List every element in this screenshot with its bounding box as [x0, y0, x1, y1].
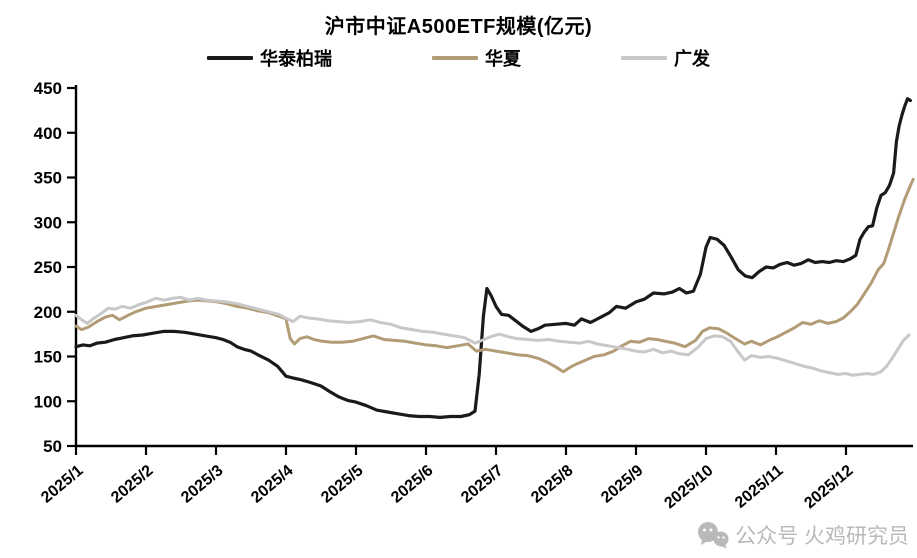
- x-tick-label: 2025/2: [108, 462, 156, 507]
- series-line-2: [74, 295, 911, 377]
- x-tick-label: 2025/10: [661, 462, 716, 512]
- y-tick-label: 400: [34, 124, 62, 143]
- x-tick-label: 2025/9: [598, 462, 646, 507]
- y-tick-label: 200: [34, 303, 62, 322]
- x-tick-label: 2025/6: [388, 462, 436, 507]
- chart-legend: 华泰柏瑞 华夏 广发: [0, 45, 917, 71]
- legend-label: 广发: [674, 49, 710, 69]
- x-tick-label: 2025/4: [248, 462, 296, 507]
- legend-line-swatch-huatai: [207, 56, 253, 60]
- series-line-1: [74, 177, 915, 374]
- series-line-0: [74, 97, 913, 419]
- legend-item-huaxia: 华夏: [432, 45, 521, 71]
- watermark-text: 公众号 火鸡研究员: [735, 525, 909, 548]
- y-tick-label: 250: [34, 258, 62, 277]
- watermark: 公众号 火鸡研究员: [696, 520, 909, 550]
- x-tick-label: 2025/5: [318, 462, 366, 507]
- legend-item-guangfa: 广发: [621, 45, 710, 71]
- x-tick-label: 2025/7: [458, 462, 506, 507]
- legend-line-swatch-guangfa: [621, 56, 667, 60]
- x-tick-label: 2025/1: [38, 462, 86, 507]
- y-tick-label: 150: [34, 348, 62, 367]
- y-tick-label: 100: [34, 392, 62, 411]
- legend-line-swatch-huaxia: [432, 56, 478, 60]
- x-tick-label: 2025/3: [178, 462, 226, 507]
- y-tick-label: 450: [34, 79, 62, 98]
- y-tick-label: 300: [34, 213, 62, 232]
- legend-label: 华夏: [485, 49, 521, 69]
- legend-label: 华泰柏瑞: [260, 49, 332, 69]
- y-tick-label: 50: [43, 437, 62, 456]
- y-tick-label: 350: [34, 169, 62, 188]
- wechat-icon: [698, 522, 729, 549]
- chart-title: 沪市中证A500ETF规模(亿元): [324, 16, 593, 38]
- legend-item-huatai: 华泰柏瑞: [207, 45, 332, 71]
- x-tick-label: 2025/11: [732, 462, 787, 512]
- x-tick-label: 2025/12: [801, 462, 856, 512]
- x-tick-label: 2025/8: [528, 462, 576, 507]
